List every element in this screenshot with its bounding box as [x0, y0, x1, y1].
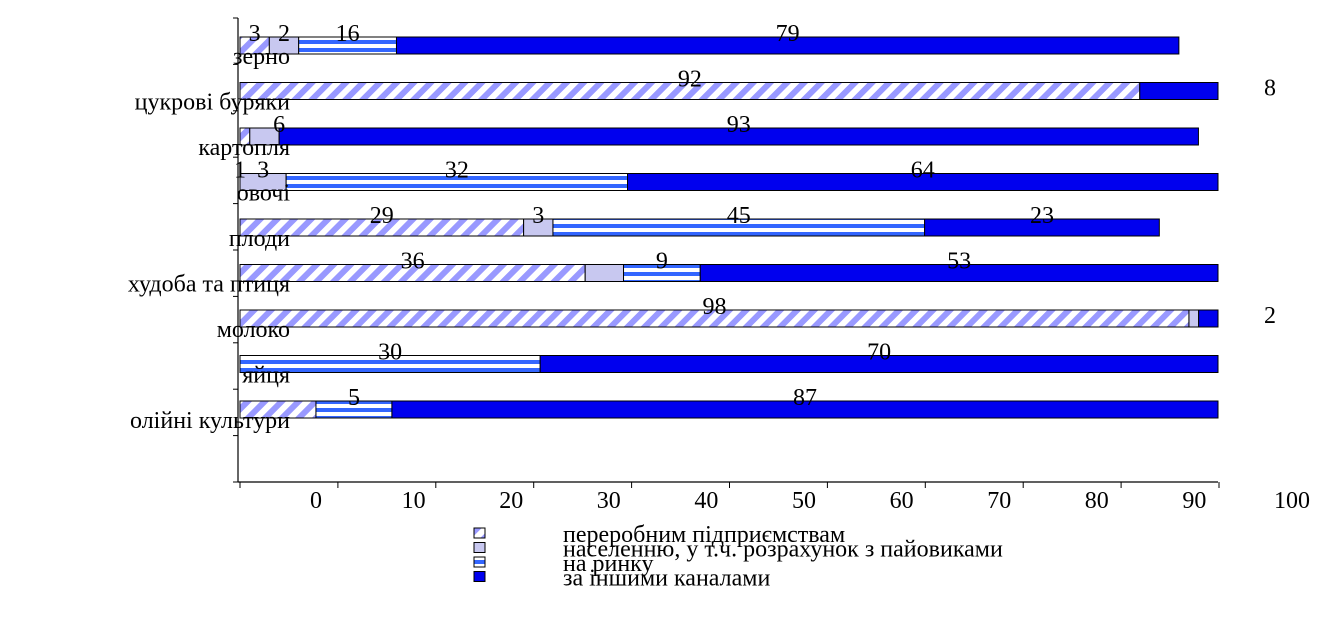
data-label: 32: [445, 158, 469, 184]
data-label: 93: [727, 112, 751, 138]
chart-axes: 0 10 20 30 40 50 60 70 80 90 100: [233, 17, 1310, 514]
bar-segment: [1198, 309, 1219, 328]
data-label: 23: [1030, 203, 1054, 229]
x-tick-label: 30: [597, 488, 621, 514]
data-label: 45: [727, 203, 751, 229]
bar-segment: [627, 173, 1219, 191]
data-label: 70: [867, 340, 891, 366]
bar-segment: [395, 36, 1180, 55]
data-label: 29: [370, 203, 394, 229]
x-tick-label: 100: [1274, 488, 1310, 514]
data-label: 64: [911, 158, 935, 184]
x-tick-label: 20: [499, 488, 523, 514]
data-label: 79: [776, 21, 800, 47]
x-tick-label: 90: [1182, 488, 1206, 514]
data-label: 9: [656, 249, 668, 275]
category-label: зерно: [233, 44, 290, 70]
bar-segment: [699, 264, 1219, 282]
x-tick-label: 50: [792, 488, 816, 514]
data-label: 92: [678, 67, 702, 93]
data-label: 3: [257, 158, 269, 184]
category-label: яйця: [242, 363, 290, 389]
category-label: цукрові буряки: [135, 90, 291, 116]
data-label: 1: [234, 158, 246, 184]
data-label: 2: [278, 21, 290, 47]
chart-bars: [239, 36, 1219, 419]
x-tick-label: 10: [402, 488, 426, 514]
data-label: 36: [401, 249, 425, 275]
legend-swatch: [473, 571, 486, 582]
x-tick-label: 80: [1085, 488, 1109, 514]
legend-swatch: [473, 542, 486, 553]
category-label: худоба та птиця: [128, 272, 290, 298]
x-tick-label: 40: [694, 488, 718, 514]
category-label: плоди: [229, 226, 290, 252]
legend-label: населенню, у т.ч. розрахунок з пайовикам…: [563, 537, 1003, 563]
data-label: 6: [273, 112, 285, 138]
legend-swatch: [473, 556, 486, 568]
category-label: овочі: [237, 181, 291, 207]
data-label: 53: [947, 249, 971, 275]
data-label: 3: [532, 203, 544, 229]
x-tick-label: 0: [310, 488, 322, 514]
category-label: молоко: [217, 317, 290, 343]
data-label: 87: [793, 385, 817, 411]
bar-segment: [584, 264, 625, 282]
legend-swatch: [473, 527, 486, 539]
data-label: 30: [378, 340, 402, 366]
bar-segment: [1188, 309, 1200, 328]
x-tick-label: 70: [987, 488, 1011, 514]
category-label: олійні культури: [130, 408, 290, 434]
data-label: 8: [1264, 76, 1276, 102]
bar-segment: [924, 218, 1160, 237]
data-label: 16: [336, 21, 360, 47]
x-tick-label: 60: [890, 488, 914, 514]
data-label: 3: [249, 21, 261, 47]
bar-segment: [1139, 82, 1219, 100]
bar-segment: [391, 400, 1219, 419]
bar-segment: [278, 127, 1199, 146]
legend-label: на ринку: [563, 551, 654, 577]
data-label: 5: [348, 385, 360, 411]
data-label: 2: [1264, 303, 1276, 329]
legend-label: переробним підприємствам: [563, 522, 845, 548]
bar-segment: [539, 355, 1219, 373]
category-label: картопля: [198, 135, 290, 161]
legend-label: за іншими каналами: [563, 566, 770, 592]
data-label: 98: [702, 294, 726, 320]
